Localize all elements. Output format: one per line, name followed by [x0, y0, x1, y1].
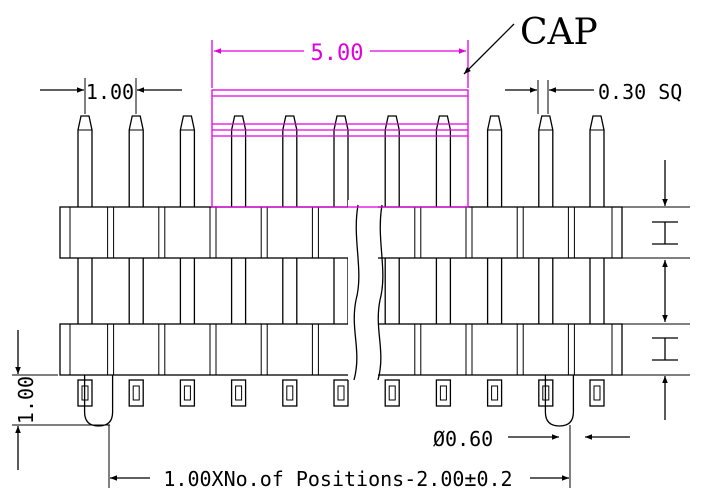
break-marks: [348, 200, 384, 381]
pins-upper: [77, 115, 605, 324]
right-vertical-dimensions: [622, 160, 690, 420]
pin: [538, 115, 554, 207]
pin-tail: [486, 379, 503, 407]
pin-tail: [179, 379, 196, 407]
pin: [589, 115, 605, 207]
pin: [435, 115, 452, 207]
pin: [486, 115, 503, 207]
pin-tail: [230, 379, 247, 407]
housing: [59, 206, 623, 376]
housing-row: [59, 206, 623, 259]
pin-tail: [333, 379, 349, 407]
overall-length-dimension: 1.00XNo.of Positions-2.00±0.2: [108, 425, 571, 491]
overall-length-label: 1.00XNo.of Positions-2.00±0.2: [163, 467, 512, 491]
pin: [333, 115, 349, 207]
pin: [128, 115, 144, 207]
tail-diameter-dimension: Ø0.60: [433, 427, 630, 451]
pitch-dimension: 1.00: [40, 78, 182, 114]
pin: [282, 115, 298, 207]
pitch-label: 1.00: [86, 80, 134, 104]
long-tail: [83, 375, 114, 427]
pin-tail-inner: [235, 385, 243, 401]
pin-tail-inner: [337, 385, 345, 401]
tail-length-dimension: 1.00: [12, 330, 110, 470]
pin-tail-inner: [439, 385, 447, 401]
pin-tail: [128, 379, 144, 407]
pin-tail: [435, 379, 452, 407]
pin-tail: [384, 379, 400, 407]
pin-tail-inner: [286, 385, 294, 401]
pin-tail: [589, 379, 605, 407]
cap-width-dimension: 5.00: [211, 40, 469, 88]
pin: [179, 115, 196, 207]
pin-tail-inner: [491, 385, 499, 401]
housing-row: [59, 323, 623, 376]
pin-tail-inner: [593, 385, 601, 401]
tail-length-label: 1.00: [14, 376, 38, 424]
pin-tail: [282, 379, 298, 407]
pin-tail-inner: [388, 385, 396, 401]
pin-tail-inner: [183, 385, 191, 401]
cap-label: CAP: [520, 12, 598, 53]
pin-square-label: 0.30 SQ: [598, 80, 682, 104]
pin: [384, 115, 400, 207]
pin: [230, 115, 247, 207]
pin: [77, 115, 93, 207]
pin-tail-inner: [132, 385, 140, 401]
tail-diameter-label: Ø0.60: [433, 427, 493, 451]
cap-outline: [211, 89, 469, 208]
cap-width-label: 5.00: [311, 41, 364, 66]
pin-square-dimension: 0.30 SQ: [505, 80, 682, 114]
long-tail: [544, 375, 575, 427]
pins-lower: [77, 375, 605, 427]
cap-callout: CAP: [463, 12, 598, 75]
